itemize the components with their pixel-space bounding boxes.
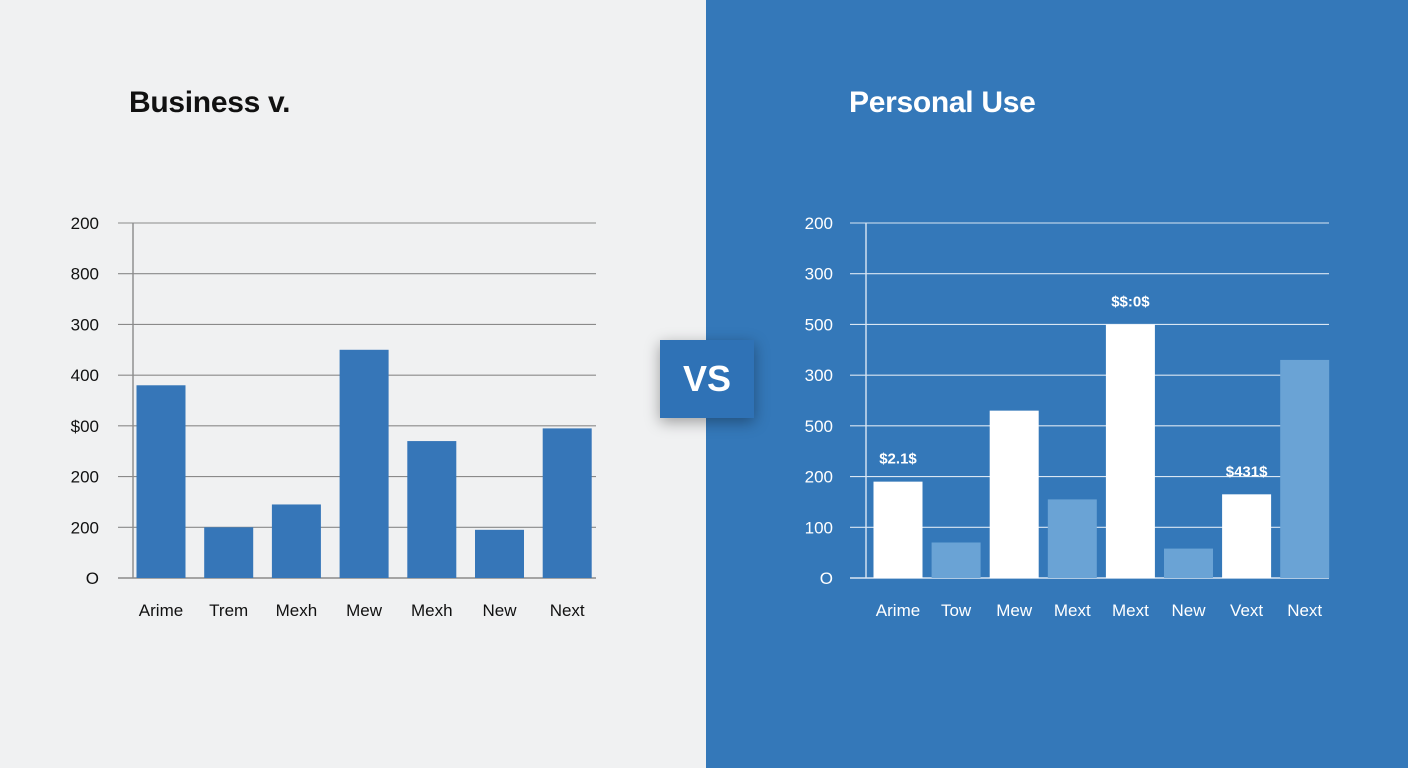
- business-bar: [339, 349, 389, 578]
- personal-x-tick-label: Tow: [941, 601, 972, 620]
- personal-x-tick-label: Next: [1287, 601, 1322, 620]
- personal-y-tick-label: 500: [805, 417, 833, 436]
- vs-badge: VS: [660, 340, 754, 418]
- business-y-tick-label: 800: [71, 265, 99, 284]
- personal-y-tick-label: 500: [805, 315, 833, 334]
- business-x-tick-label: Mexh: [411, 601, 453, 620]
- personal-chart-title: Personal Use: [849, 86, 1036, 119]
- business-y-tick-label: 300: [71, 315, 99, 334]
- personal-y-tick-label: O: [820, 569, 833, 588]
- personal-data-label: $2.1$: [879, 451, 917, 468]
- personal-y-tick-label: 300: [805, 366, 833, 385]
- personal-x-tick-label: Mext: [1112, 601, 1149, 620]
- business-bar: [204, 527, 254, 578]
- personal-y-tick-label: 200: [805, 214, 833, 233]
- business-bar: [407, 441, 457, 578]
- business-bar: [271, 504, 321, 578]
- personal-data-label: $$:0$: [1111, 293, 1150, 310]
- personal-bar-chart: 200 300 500 300 500 200 100 O Arime $2.1$ Tow Mew Me…: [805, 214, 1330, 620]
- personal-bar: [1222, 494, 1272, 578]
- business-y-tick-label: O: [86, 569, 99, 588]
- business-bar: [542, 428, 592, 578]
- business-bar: [475, 529, 524, 578]
- business-x-tick-label: Next: [550, 601, 585, 620]
- business-y-tick-label: 200: [71, 214, 99, 233]
- personal-bar: [873, 481, 923, 578]
- business-x-tick-label: Arime: [139, 601, 183, 620]
- personal-y-tick-label: 300: [805, 265, 833, 284]
- personal-bar: [1047, 499, 1097, 578]
- personal-x-tick-label: Mext: [1054, 601, 1091, 620]
- business-y-tick-label: 200: [71, 468, 99, 487]
- personal-x-tick-label: Vext: [1230, 601, 1263, 620]
- personal-bar: [1280, 359, 1330, 578]
- business-x-tick-label: Trem: [209, 601, 248, 620]
- business-x-tick-label: Mexh: [276, 601, 318, 620]
- personal-bar: [1105, 324, 1155, 578]
- business-y-tick-label: 200: [71, 518, 99, 537]
- business-y-tick-label: $00: [71, 417, 99, 436]
- business-bar-chart: 200 800 300 400 $00 200 200 O Arime Trem Mexh Mew Me…: [71, 214, 596, 620]
- personal-y-tick-label: 100: [805, 518, 833, 537]
- business-x-tick-label: Mew: [346, 601, 383, 620]
- personal-bar: [931, 542, 981, 578]
- personal-x-tick-label: New: [1171, 601, 1206, 620]
- business-chart-title: Business v.: [129, 86, 291, 119]
- personal-y-tick-label: 200: [805, 468, 833, 487]
- personal-x-tick-label: Mew: [996, 601, 1033, 620]
- personal-panel: Personal Use 200 300 500 300 500 200 100 O Arime…: [706, 0, 1408, 768]
- business-y-tick-label: 400: [71, 366, 99, 385]
- personal-bar: [1164, 548, 1213, 578]
- business-x-tick-label: New: [482, 601, 517, 620]
- personal-bar: [989, 410, 1039, 578]
- business-bar: [136, 385, 186, 578]
- personal-x-tick-label: Arime: [876, 601, 920, 620]
- personal-data-label: $431$: [1226, 463, 1268, 480]
- business-panel: Business v. 200 800 300 400 $00 200 200 O Arime T…: [0, 0, 706, 768]
